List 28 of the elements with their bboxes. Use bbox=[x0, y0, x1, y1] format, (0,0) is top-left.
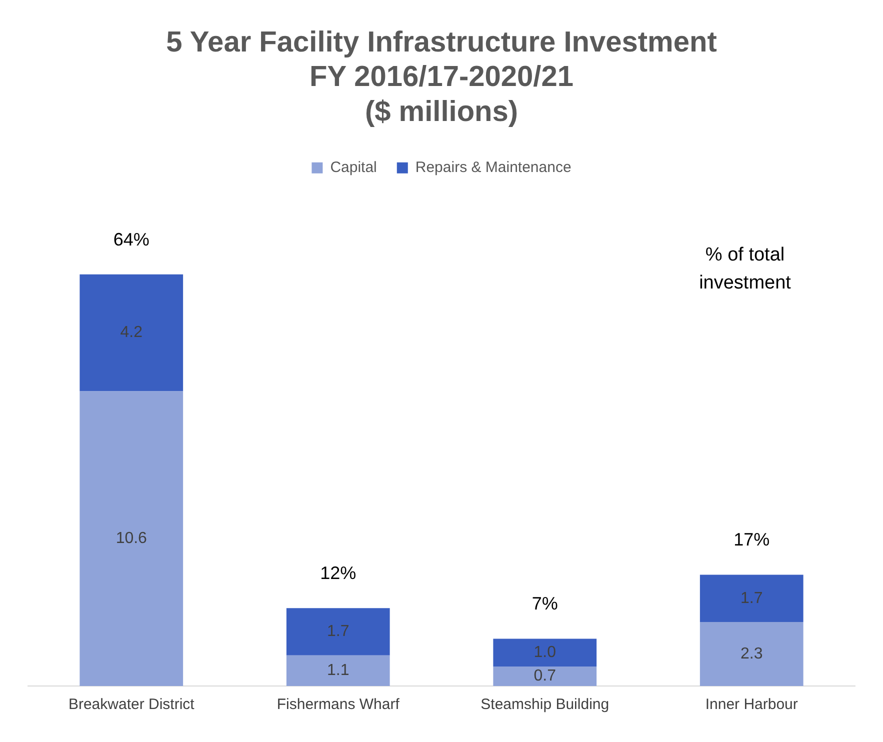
annotation: 12% bbox=[320, 563, 356, 584]
legend-label: Capital bbox=[330, 159, 377, 176]
data-label: 2.3 bbox=[740, 645, 763, 662]
bar bbox=[80, 274, 184, 392]
x-tick-label: Breakwater District bbox=[68, 696, 196, 714]
bar bbox=[700, 622, 804, 686]
bar bbox=[80, 391, 184, 686]
bar bbox=[286, 655, 390, 686]
data-label: 1.0 bbox=[534, 644, 556, 662]
data-label: 1.1 bbox=[327, 662, 350, 680]
annotation: 17% bbox=[734, 530, 770, 550]
bar bbox=[286, 608, 390, 656]
data-label: 0.7 bbox=[534, 668, 556, 685]
legend-label: Repairs & Maintenance bbox=[415, 159, 572, 176]
bar bbox=[700, 574, 804, 622]
data-label: 1.7 bbox=[327, 623, 350, 640]
annotation: 64% bbox=[113, 229, 150, 250]
x-tick-label: Fishermans Wharf bbox=[276, 696, 400, 714]
x-tick-label: Steamship Building bbox=[480, 696, 610, 714]
x-tick-label: Inner Harbour bbox=[705, 696, 798, 714]
data-label: 4.2 bbox=[120, 324, 143, 342]
bar bbox=[493, 638, 597, 667]
bar bbox=[493, 666, 597, 686]
data-label: 1.7 bbox=[740, 590, 763, 607]
annotation: 7% bbox=[532, 594, 558, 614]
annotation: % of total investment bbox=[699, 244, 792, 294]
data-label: 10.6 bbox=[116, 530, 148, 548]
chart-title: 5 Year Facility Infrastructure Investment FY 2016/17-2020/21 ($ millions) bbox=[166, 26, 718, 128]
